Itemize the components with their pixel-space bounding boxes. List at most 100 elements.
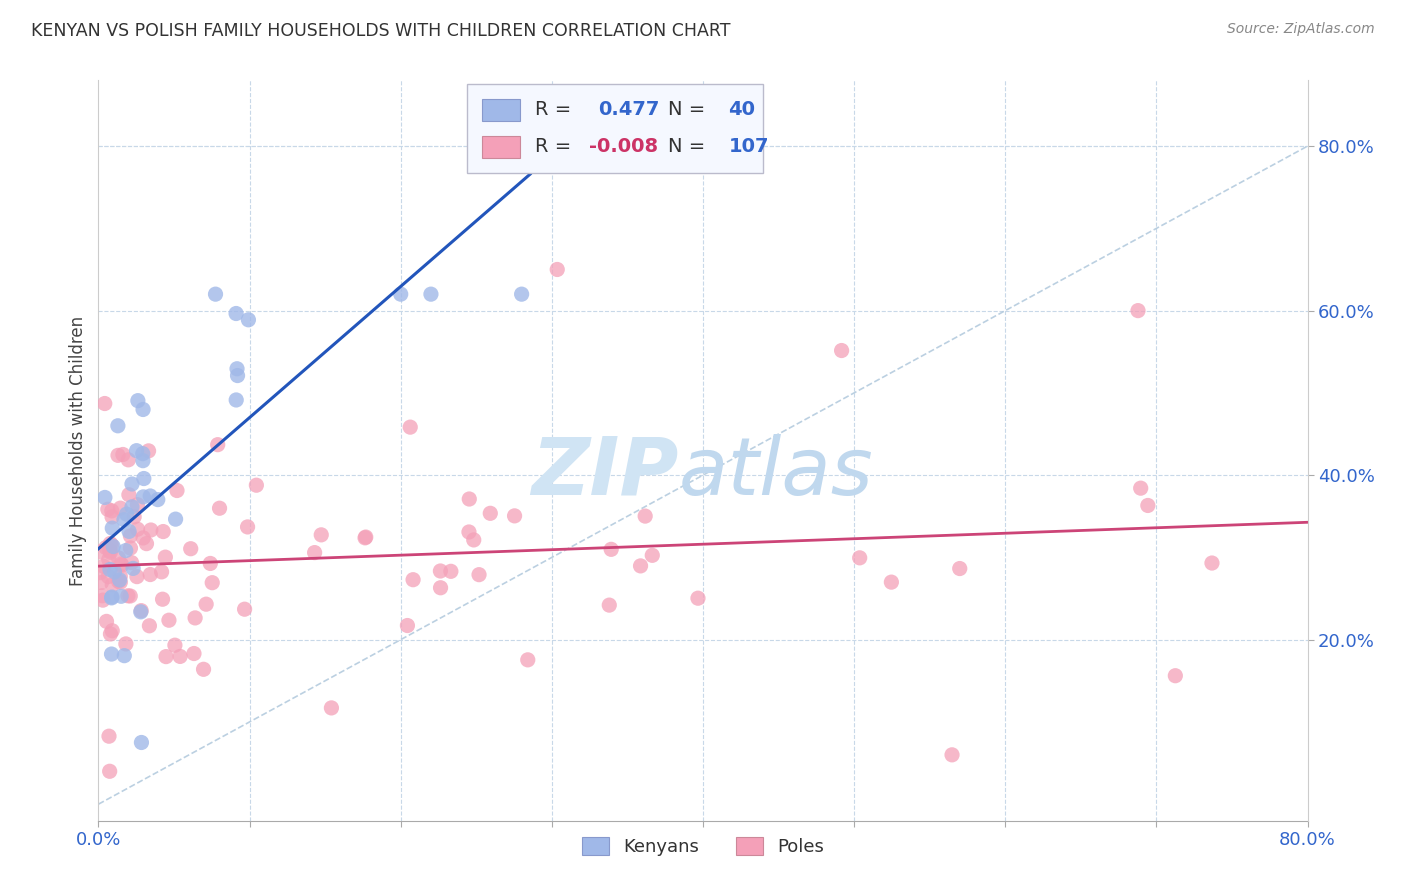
Point bbox=[225, 392, 247, 407]
Point bbox=[207, 438, 229, 452]
Point bbox=[125, 569, 148, 583]
Point bbox=[127, 393, 149, 408]
Point bbox=[132, 531, 155, 545]
Point bbox=[122, 509, 145, 524]
Point bbox=[402, 573, 425, 587]
Text: Source: ZipAtlas.com: Source: ZipAtlas.com bbox=[1227, 22, 1375, 37]
Point bbox=[112, 513, 135, 527]
Point bbox=[510, 287, 533, 301]
Point bbox=[630, 558, 652, 573]
Point bbox=[121, 477, 143, 491]
Point bbox=[98, 536, 121, 550]
Point bbox=[138, 443, 160, 458]
Point bbox=[98, 764, 121, 779]
Point bbox=[163, 638, 186, 652]
Point bbox=[132, 490, 155, 504]
Point bbox=[98, 544, 121, 558]
Point bbox=[165, 512, 187, 526]
Point bbox=[238, 313, 260, 327]
Point bbox=[169, 649, 191, 664]
Point bbox=[101, 590, 124, 604]
Text: atlas: atlas bbox=[679, 434, 873, 512]
Point bbox=[941, 747, 963, 762]
Point bbox=[831, 343, 853, 358]
Point bbox=[129, 604, 152, 618]
Point bbox=[468, 567, 491, 582]
Point bbox=[458, 491, 481, 506]
Point bbox=[132, 402, 155, 417]
Point bbox=[127, 498, 149, 512]
Point bbox=[97, 569, 120, 583]
Point bbox=[110, 569, 132, 583]
Point bbox=[103, 565, 125, 579]
Point bbox=[309, 528, 332, 542]
Point bbox=[204, 287, 226, 301]
Point bbox=[118, 524, 141, 539]
Text: N =: N = bbox=[668, 101, 711, 120]
Point bbox=[546, 262, 568, 277]
Text: 107: 107 bbox=[728, 137, 769, 156]
Point bbox=[686, 591, 709, 606]
FancyBboxPatch shape bbox=[482, 136, 520, 158]
Point bbox=[129, 605, 152, 619]
Point bbox=[225, 306, 247, 320]
Point bbox=[598, 598, 620, 612]
Text: N =: N = bbox=[668, 137, 711, 156]
Point bbox=[100, 647, 122, 661]
Point bbox=[120, 529, 142, 543]
Point bbox=[107, 418, 129, 433]
Text: R =: R = bbox=[534, 137, 578, 156]
Point bbox=[94, 541, 117, 555]
Point bbox=[226, 361, 249, 376]
Y-axis label: Family Households with Children: Family Households with Children bbox=[69, 316, 87, 585]
Point bbox=[114, 543, 136, 558]
Point bbox=[132, 447, 155, 461]
Point bbox=[100, 627, 122, 641]
Point bbox=[122, 561, 145, 575]
Point bbox=[120, 589, 142, 603]
Point bbox=[634, 509, 657, 524]
Point bbox=[94, 491, 117, 505]
Point bbox=[101, 521, 124, 535]
Text: ZIP: ZIP bbox=[531, 434, 679, 512]
Text: R =: R = bbox=[534, 101, 578, 120]
Point bbox=[180, 541, 202, 556]
Point bbox=[152, 592, 174, 607]
Point bbox=[115, 507, 138, 521]
Point bbox=[949, 561, 972, 575]
Point bbox=[880, 575, 903, 590]
Point bbox=[155, 550, 177, 565]
Point bbox=[600, 542, 623, 557]
Point bbox=[117, 453, 139, 467]
Point bbox=[516, 653, 538, 667]
Point bbox=[139, 523, 162, 537]
Point bbox=[226, 368, 249, 383]
Point bbox=[458, 524, 481, 539]
Point bbox=[396, 618, 419, 632]
Point bbox=[115, 637, 138, 651]
Point bbox=[110, 501, 132, 516]
Text: KENYAN VS POLISH FAMILY HOUSEHOLDS WITH CHILDREN CORRELATION CHART: KENYAN VS POLISH FAMILY HOUSEHOLDS WITH … bbox=[31, 22, 731, 40]
Point bbox=[121, 556, 143, 570]
Point bbox=[94, 396, 117, 410]
Point bbox=[100, 545, 122, 559]
Point bbox=[641, 549, 664, 563]
Point bbox=[98, 562, 121, 576]
Point bbox=[131, 735, 153, 749]
Point bbox=[89, 566, 111, 580]
Point bbox=[97, 502, 120, 516]
Point bbox=[120, 541, 142, 555]
Point bbox=[103, 540, 125, 554]
Text: 40: 40 bbox=[728, 101, 755, 120]
Point bbox=[118, 488, 141, 502]
Point bbox=[848, 550, 870, 565]
Point bbox=[321, 701, 343, 715]
Point bbox=[93, 559, 115, 574]
Point bbox=[1126, 303, 1149, 318]
Point bbox=[440, 564, 463, 578]
Point bbox=[354, 530, 377, 544]
Point bbox=[97, 552, 120, 566]
Point bbox=[101, 509, 124, 524]
Point bbox=[463, 533, 485, 547]
Point bbox=[121, 500, 143, 514]
